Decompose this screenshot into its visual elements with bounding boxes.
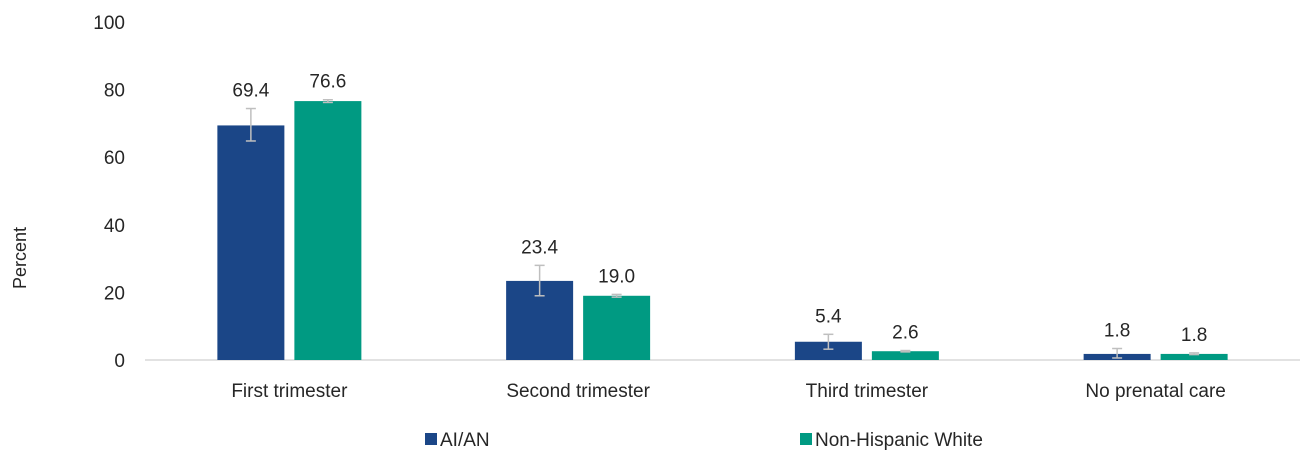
y-axis-ticks: 0 20 40 60 80 100 — [93, 13, 125, 372]
x-category-label: Second trimester — [506, 381, 650, 402]
error-bar — [611, 293, 622, 298]
legend-swatch — [800, 433, 812, 445]
bar-series-2 — [294, 101, 362, 360]
bar-series-1 — [794, 341, 862, 360]
legend: AI/AN Non-Hispanic White — [425, 430, 983, 451]
bar-series-1 — [217, 125, 285, 360]
data-label: 1.8 — [1104, 321, 1130, 342]
data-label: 5.4 — [815, 306, 842, 327]
x-category-label: Third trimester — [806, 381, 929, 402]
legend-label: AI/AN — [440, 430, 490, 451]
error-bar — [900, 349, 911, 353]
data-label: 69.4 — [232, 81, 269, 102]
legend-swatch — [425, 433, 437, 445]
bar-series-2 — [583, 295, 651, 360]
bar-series-2 — [1160, 353, 1228, 360]
data-label: 19.0 — [598, 266, 635, 287]
y-tick-label: 0 — [114, 351, 125, 372]
x-category-label: First trimester — [231, 381, 348, 402]
error-bar — [245, 107, 256, 142]
y-tick-label: 60 — [104, 148, 125, 169]
error-bar — [1112, 347, 1123, 359]
error-bar — [823, 333, 834, 350]
legend-label: Non-Hispanic White — [815, 430, 983, 451]
error-bar — [534, 264, 545, 297]
error-bar — [322, 98, 333, 104]
y-tick-label: 100 — [93, 13, 125, 34]
data-label: 1.8 — [1181, 325, 1207, 346]
bars: 69.4 76.6 23.4 19.0 5.4 2.6 1.8 1.8 — [217, 72, 1228, 360]
error-bar — [1189, 352, 1200, 356]
y-tick-label: 80 — [104, 81, 125, 102]
y-axis-title: Percent — [10, 227, 30, 289]
data-label: 2.6 — [892, 323, 918, 344]
data-label: 76.6 — [309, 72, 346, 93]
data-label: 23.4 — [521, 237, 558, 258]
category-labels: First trimester Second trimester Third tri… — [231, 381, 1226, 402]
y-tick-label: 20 — [104, 283, 125, 304]
x-category-label: No prenatal care — [1085, 381, 1225, 402]
bar-series-2 — [871, 351, 939, 360]
y-tick-label: 40 — [104, 216, 125, 237]
